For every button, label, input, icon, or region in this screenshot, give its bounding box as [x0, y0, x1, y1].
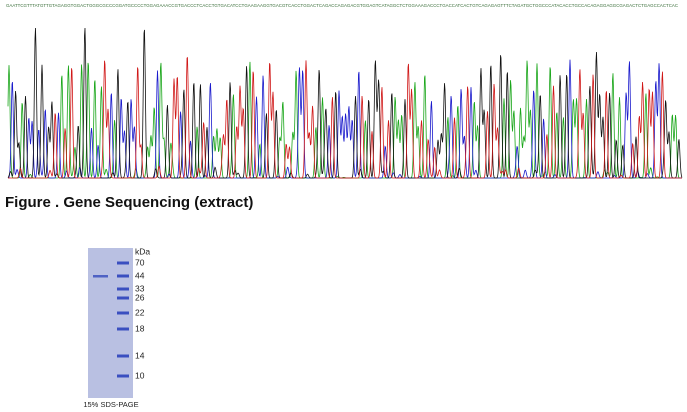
marker-label: 33 — [135, 283, 145, 293]
marker-label: 22 — [135, 307, 145, 317]
marker-label: 18 — [135, 323, 145, 333]
marker-band — [117, 287, 129, 291]
base-sequence: GAATTCGTTTATGTTGTAGAGGTGGACTGGGCGCCCGGAT… — [6, 3, 679, 8]
trace-line — [7, 59, 682, 179]
marker-band — [117, 311, 129, 315]
marker-label: 70 — [135, 257, 145, 267]
marker-band — [117, 274, 129, 278]
chromatogram — [7, 27, 683, 179]
gel-caption: 15% SDS-PAGE — [83, 400, 138, 409]
marker-label: 44 — [135, 270, 145, 280]
trace-line — [8, 56, 682, 179]
sequence-caption: Figure . Gene Sequencing (extract) — [5, 194, 253, 211]
marker-band — [117, 327, 129, 331]
marker-band — [117, 354, 129, 358]
marker-band — [117, 261, 129, 265]
sample-band — [93, 275, 108, 278]
marker-label: 14 — [135, 350, 145, 360]
gel-lane — [88, 248, 133, 398]
marker-band — [117, 374, 129, 378]
marker-label: 10 — [135, 370, 145, 380]
marker-band — [117, 296, 129, 300]
marker-label: 26 — [135, 292, 145, 302]
unit-label: kDa — [135, 246, 150, 256]
